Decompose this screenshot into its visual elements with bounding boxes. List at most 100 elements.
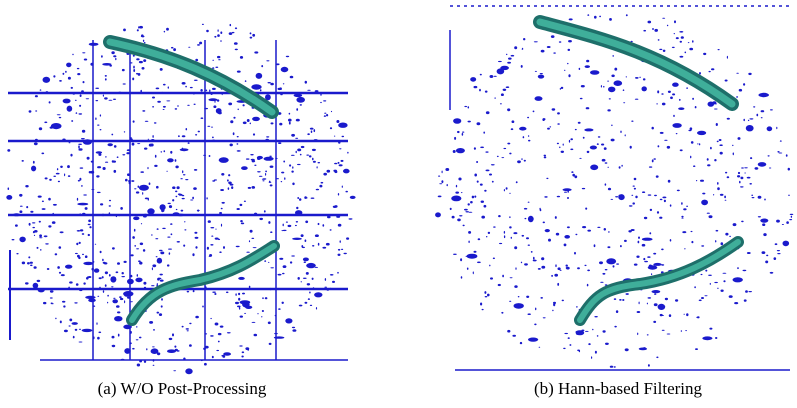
speck (556, 195, 561, 198)
speck (589, 145, 598, 150)
speck (317, 222, 320, 226)
speck (587, 229, 591, 232)
speck (238, 292, 241, 296)
speck (611, 124, 613, 127)
speck (142, 35, 144, 38)
speck (246, 119, 250, 122)
speck (621, 164, 623, 167)
speck (746, 252, 751, 254)
speck (144, 120, 149, 122)
speck (349, 195, 356, 199)
speck (234, 27, 238, 30)
speck (514, 285, 518, 288)
speck (679, 31, 684, 33)
speck (229, 23, 232, 27)
speck (56, 114, 61, 116)
speck (520, 261, 523, 264)
speck (710, 146, 712, 150)
speck (154, 154, 157, 158)
speck (605, 342, 609, 345)
speck (62, 72, 65, 75)
speck (88, 219, 91, 223)
speck (128, 180, 131, 182)
speck (76, 67, 80, 70)
speck (144, 147, 148, 150)
speck (679, 98, 681, 101)
speck (62, 300, 66, 303)
speck (251, 159, 256, 163)
speck (734, 302, 739, 305)
speck (630, 229, 635, 231)
speck (132, 236, 135, 239)
speck (282, 223, 284, 227)
speck (235, 293, 237, 296)
speck (147, 138, 150, 140)
speck (657, 90, 660, 94)
speck (241, 355, 244, 358)
speck (756, 113, 759, 117)
speck (749, 118, 754, 120)
speck (189, 322, 192, 325)
speck (32, 160, 35, 164)
speck (104, 271, 108, 275)
speck (585, 207, 588, 210)
speck (257, 313, 259, 315)
speck (788, 194, 790, 196)
speck (123, 324, 132, 330)
speck (757, 162, 767, 167)
speck (709, 327, 713, 330)
speck (21, 160, 24, 162)
speck (254, 212, 258, 216)
speck (744, 167, 748, 169)
speck (48, 101, 51, 104)
speck (45, 91, 49, 94)
speck (120, 207, 123, 210)
speck (72, 92, 76, 95)
speck (55, 317, 57, 320)
speck (561, 299, 564, 302)
speck (172, 199, 175, 202)
speck (41, 208, 46, 210)
speck (547, 127, 550, 130)
speck (496, 68, 505, 75)
speck (170, 233, 173, 236)
speck (669, 204, 672, 207)
speck (438, 175, 441, 177)
speck (457, 218, 461, 222)
speck (618, 194, 625, 201)
speck (714, 159, 717, 162)
speck (206, 246, 209, 250)
speck (451, 215, 455, 219)
speck (499, 242, 503, 245)
speck (33, 234, 36, 236)
speck (81, 90, 84, 93)
speck (633, 187, 637, 190)
speck (76, 230, 81, 232)
speck (487, 231, 491, 234)
speck (82, 52, 86, 54)
speck (307, 89, 311, 91)
speck (723, 280, 726, 283)
speck (210, 335, 214, 337)
speck (79, 167, 84, 169)
speck (251, 84, 262, 90)
speck (581, 187, 586, 190)
speck (600, 85, 603, 88)
speck (296, 108, 299, 111)
speck (486, 236, 488, 238)
speck (577, 121, 581, 124)
speck (279, 122, 283, 126)
frame-artifacts (449, 5, 790, 371)
speck (557, 267, 561, 271)
speck (159, 273, 163, 276)
speck (212, 291, 216, 293)
speck (570, 138, 573, 141)
speck (636, 311, 641, 313)
speck (748, 72, 752, 76)
speck (126, 152, 130, 155)
speck (651, 159, 654, 163)
speck (166, 27, 169, 31)
speck (338, 122, 348, 128)
tube-highlight (106, 38, 276, 116)
speck (523, 159, 526, 162)
